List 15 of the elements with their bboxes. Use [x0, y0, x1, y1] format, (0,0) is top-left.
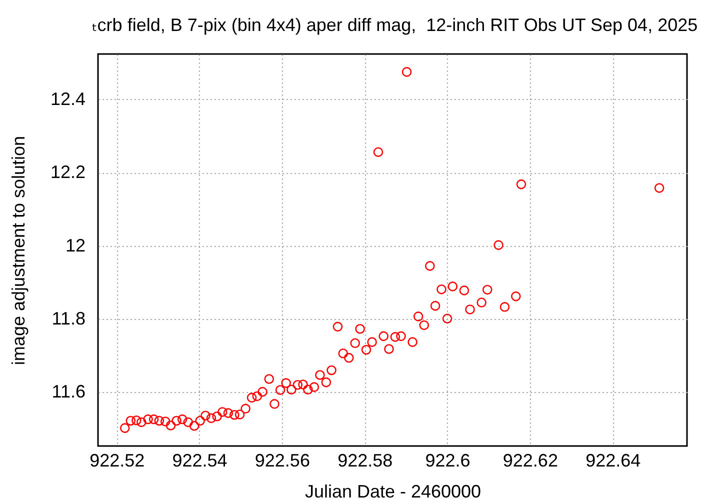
x-axis-title: Julian Date - 2460000: [304, 482, 482, 502]
y-tick-label: 11.6: [52, 382, 86, 402]
x-tick-label: 922.6: [425, 450, 470, 470]
y-tick-label: 12.4: [50, 88, 86, 109]
y-tick-label: 12: [65, 235, 86, 256]
y-tick-label: 12.2: [50, 162, 86, 182]
x-tick-label: 922.56: [254, 450, 310, 470]
x-tick-label: 922.52: [90, 450, 145, 470]
x-tick-label: 922.64: [586, 450, 641, 470]
y-tick-label: 11.8: [52, 308, 86, 328]
y-axis-title: image adjustment to solution: [8, 136, 28, 366]
x-tick-label: 922.54: [172, 450, 228, 470]
chart-title: ₜcrb field, B 7-pix (bin 4x4) aper diff mag, 12-inch RIT Obs UT Sep 04, 2025: [92, 15, 698, 35]
x-tick-label: 922.62: [502, 450, 558, 470]
x-tick-label: 922.58: [338, 450, 393, 470]
